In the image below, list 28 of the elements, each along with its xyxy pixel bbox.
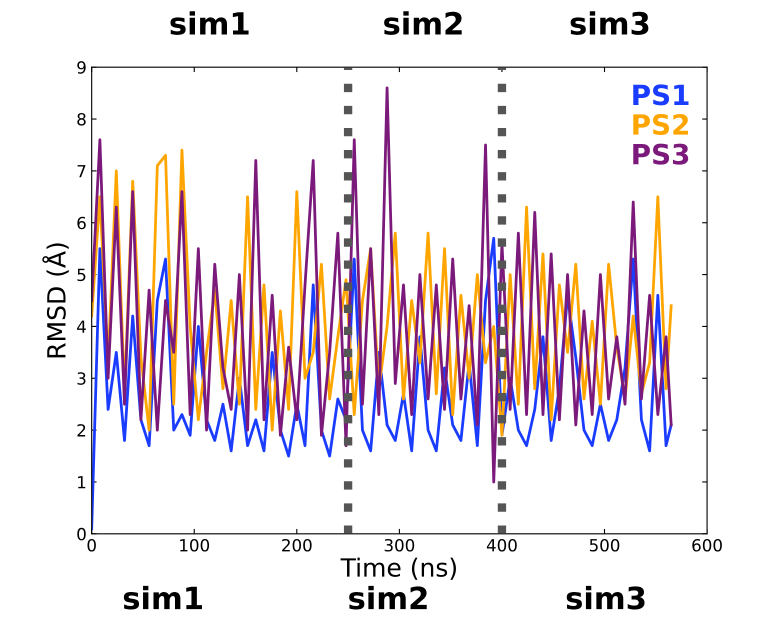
text: PS2 <box>633 114 688 136</box>
text: sim1 <box>170 11 249 35</box>
x-tick-label: 300 <box>384 538 414 552</box>
y-tick-label: 7 <box>78 165 86 178</box>
series-label: PS3 <box>633 144 688 165</box>
y-tick-label: 3 <box>77 372 86 385</box>
x-tick-label: 400 <box>486 538 517 552</box>
text: sim3 <box>570 11 648 35</box>
y-tick-label: 4 <box>77 320 86 333</box>
text: PS1 <box>633 84 688 106</box>
x-tick-label: 600 <box>692 538 722 552</box>
x-tick-label: 200 <box>282 538 312 552</box>
text: sim1 <box>124 586 202 610</box>
x-tick-label: 500 <box>590 538 620 552</box>
x-tick-label: 100 <box>180 538 210 552</box>
y-tick-label: 2 <box>77 424 86 436</box>
y-tick-label: 6 <box>77 216 86 230</box>
y-tick-label: 8 <box>77 113 86 126</box>
y-tick-label: 1 <box>78 476 86 488</box>
y-tick-label: 0 <box>77 528 86 540</box>
y-tick-label: 5 <box>78 268 86 282</box>
text: sim2 <box>384 11 462 35</box>
y-tick-label: 9 <box>77 61 86 74</box>
y-axis-title: RMSD (Å) <box>42 243 69 358</box>
x-tick-label: 0 <box>87 538 96 552</box>
text: sim2 <box>349 586 427 610</box>
text: sim3 <box>566 586 645 610</box>
x-axis-title: Time (ns) <box>340 558 456 580</box>
